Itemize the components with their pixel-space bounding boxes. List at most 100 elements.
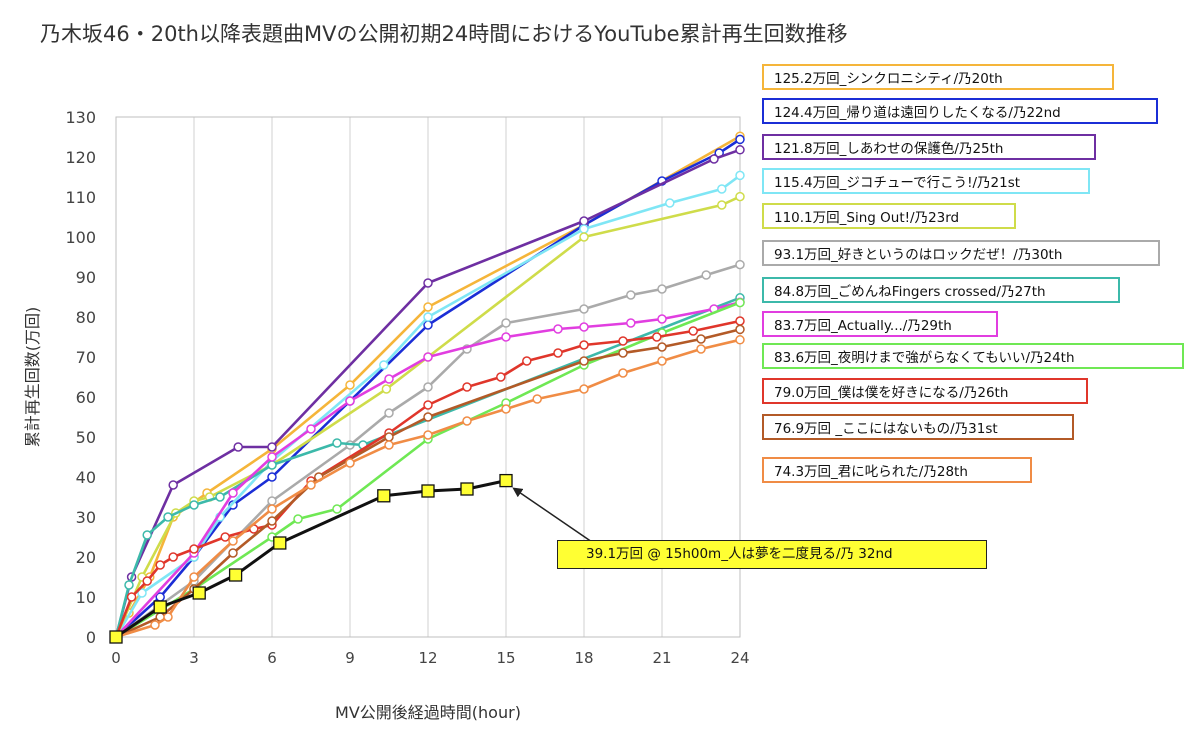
data-point [579,216,589,226]
data-point [665,198,675,208]
data-point [142,530,152,540]
x-tick-label: 9 [345,649,355,667]
data-point [215,492,225,502]
data-point [126,592,137,602]
legend-entry: 115.4万回_ジコチューで行こう!/乃21st [762,168,1090,194]
data-point [501,318,511,328]
data-point [579,224,589,234]
data-point [379,360,389,370]
y-axis-title: 累計再生回数(万回) [23,307,42,448]
legend-entry: 84.8万回_ごめんねFingers crossed/乃27th [762,277,1120,303]
data-point [717,184,727,194]
series-line [114,296,741,638]
data-point [168,552,178,562]
data-point [228,488,238,498]
data-point [626,318,636,328]
data-point [553,324,563,334]
data-point [735,335,745,345]
data-point [717,200,727,210]
data-point [168,480,178,490]
x-axis-title: MV公開後経過時間(hour) [335,703,521,722]
data-point [233,442,243,452]
legend-entry: 93.1万回_好きというのはロックだぜ！/乃30th [762,240,1160,266]
data-point [228,568,243,582]
data-point [384,440,394,450]
data-point [306,480,316,490]
data-point [109,630,123,644]
data-point [228,536,238,546]
data-point [657,342,667,352]
y-tick-label: 60 [76,388,96,407]
data-point [423,430,433,440]
data-point [142,576,152,586]
y-tick-label: 0 [86,628,96,647]
legend-entry: 125.2万回_シンクロニシティ/乃20th [762,64,1114,90]
data-point [460,482,474,496]
data-point [220,532,230,542]
data-point [345,380,355,390]
data-point [626,290,636,300]
data-point [423,352,433,362]
legend-entry: 110.1万回_Sing Out!/乃23rd [762,203,1016,229]
y-tick-label: 70 [76,348,96,367]
data-point [735,134,745,145]
data-point [532,394,542,404]
data-point [384,408,394,418]
x-tick-label: 18 [574,649,593,667]
y-tick-label: 90 [76,268,96,287]
callout-box: 39.1万回 @ 15h00m_人は夢を二度見る/乃 32nd [557,540,987,569]
data-point [423,400,433,410]
axes [115,116,741,638]
data-point [192,586,206,600]
series-12 [109,473,513,644]
data-point [423,320,433,330]
data-point [735,191,745,202]
x-tick-label: 0 [111,649,121,667]
data-point [332,504,342,514]
data-point [189,572,199,582]
data-point [293,514,303,524]
data-point [579,322,589,332]
legend-entry: 121.8万回_しあわせの保護色/乃25th [762,134,1096,160]
data-point [709,154,719,164]
series-2 [111,145,745,642]
data-point [579,356,589,366]
legend-entry: 76.9万回 _ここにはないもの/乃31st [762,414,1074,440]
data-point [657,284,667,294]
data-point [579,340,589,350]
data-point [153,600,167,614]
data-point [579,304,589,314]
data-point [735,316,745,326]
data-point [423,382,433,392]
data-point [124,580,134,590]
x-tick-label: 3 [189,649,199,667]
callout-arrow [512,487,593,543]
data-point [423,302,433,312]
data-point [137,588,147,598]
series-11 [111,335,745,642]
x-tick-label: 21 [652,649,671,667]
data-point [657,356,667,366]
data-point [155,560,165,570]
data-point [499,473,513,488]
data-point [579,232,589,242]
data-point [267,452,277,462]
y-tick-label: 120 [65,148,96,167]
data-point [267,516,277,526]
data-point [377,489,391,503]
x-tick-label: 24 [730,649,749,667]
data-point [332,438,342,448]
y-tick-label: 40 [76,468,96,487]
x-tick-label: 15 [496,649,515,667]
data-point [618,368,628,378]
data-point [381,384,392,394]
data-point [618,348,628,358]
axis-labels: 0 3 6 9 12 15 18 21 24 0 10 20 30 40 50 60 70 80 90 100 110 1… [23,108,750,722]
data-point [150,620,160,630]
data-point [273,536,287,550]
y-tick-label: 20 [76,548,96,567]
y-tick-label: 110 [65,188,96,207]
y-tick-label: 30 [76,508,96,527]
x-tick-label: 12 [418,649,437,667]
